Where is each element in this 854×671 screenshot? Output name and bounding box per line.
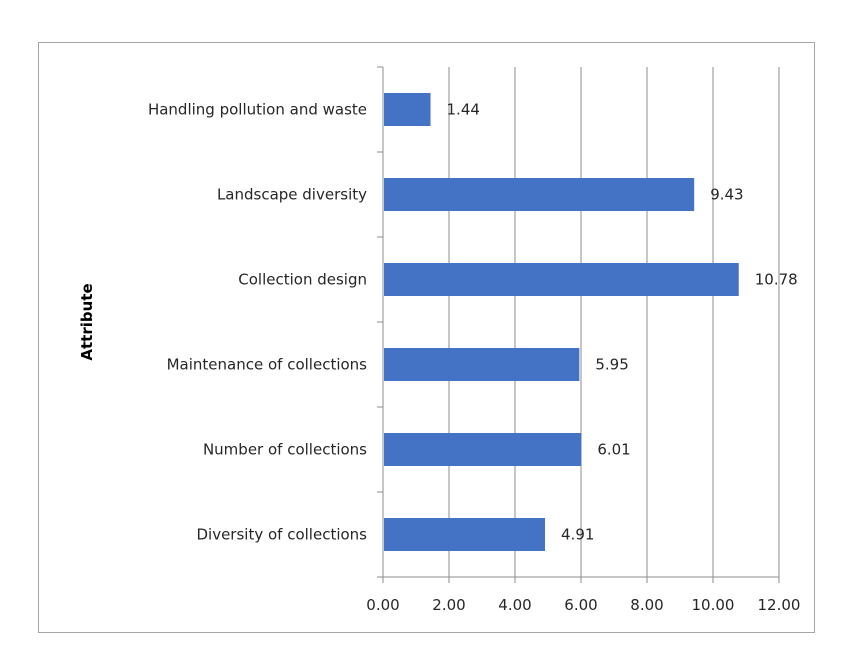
- data-label: 1.44: [447, 101, 480, 119]
- data-label: 4.91: [561, 526, 594, 544]
- category-label: Collection design: [238, 271, 367, 289]
- x-tick-label: 0.00: [366, 596, 399, 614]
- data-label: 6.01: [597, 441, 630, 459]
- category-label: Landscape diversity: [217, 186, 367, 204]
- bar: [384, 433, 582, 466]
- bars: [384, 93, 739, 551]
- x-tick-label: 10.00: [692, 596, 735, 614]
- bar: [384, 348, 580, 381]
- labels: 0.00 2.00 4.00 6.00 8.00 10.00 12.00 Handling p…: [148, 101, 801, 615]
- category-label: Maintenance of collections: [167, 356, 368, 374]
- data-label: 9.43: [710, 186, 743, 204]
- category-label: Diversity of collections: [196, 526, 367, 544]
- bar: [384, 93, 431, 126]
- x-tick-label: 12.00: [758, 596, 801, 614]
- x-tick-label: 8.00: [630, 596, 663, 614]
- category-label: Handling pollution and waste: [148, 101, 367, 119]
- data-label: 10.78: [755, 271, 798, 289]
- bar: [384, 263, 739, 296]
- data-label: 5.95: [595, 356, 628, 374]
- x-tick-label: 2.00: [432, 596, 465, 614]
- y-axis-title: Attribute: [78, 283, 96, 360]
- category-label: Number of collections: [203, 441, 367, 459]
- bar: [384, 518, 546, 551]
- bar: [384, 178, 695, 211]
- x-tick-label: 4.00: [498, 596, 531, 614]
- axes: [377, 66, 780, 583]
- gridlines: [448, 67, 780, 577]
- x-tick-label: 6.00: [564, 596, 597, 614]
